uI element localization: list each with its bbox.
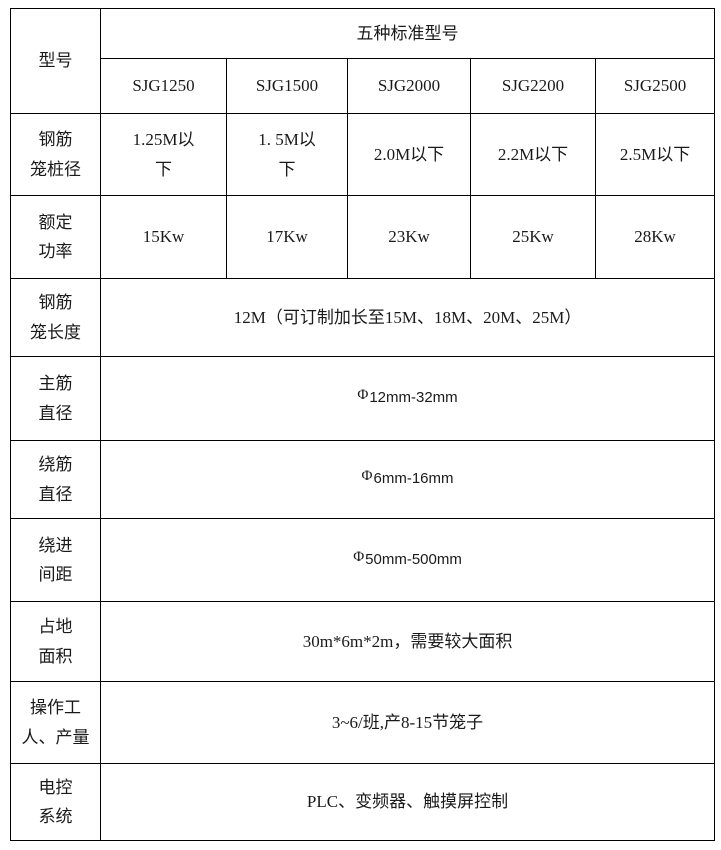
table-row-wrap-spacing: 绕进 间距 Φ50mm-500mm (10, 518, 716, 602)
pile-diameter-value-cell: 2.5M以下 (594, 113, 716, 196)
cage-length-label-cell: 钢筋 笼长度 (10, 278, 101, 357)
operators-output-value-cell: 3~6/班,产8-15节笼子 (99, 681, 716, 764)
main-bar-diameter-value-cell: Φ12mm-32mm (99, 356, 716, 441)
phi-symbol: Φ (353, 548, 365, 565)
wrap-bar-diameter-value: 6mm-16mm (373, 470, 454, 488)
rated-power-label-cell: 额定 功率 (10, 195, 101, 279)
wrap-spacing-value: 50mm-500mm (365, 550, 462, 568)
rated-power-value-cell: 17Kw (226, 195, 348, 279)
pile-diameter-value-cell: 1.25M以 下 (100, 113, 227, 196)
rated-power-value-cell: 25Kw (470, 195, 596, 279)
floor-area-label-cell: 占地 面积 (10, 601, 101, 682)
table-row-control-system: 电控 系统 PLC、变频器、触摸屏控制 (10, 763, 716, 841)
rated-power-value-cell: 28Kw (594, 195, 716, 279)
phi-symbol: Φ (357, 387, 369, 404)
table-row-cage-length: 钢筋 笼长度 12M（可订制加长至15M、18M、20M、25M） (10, 278, 716, 357)
main-bar-diameter-value: 12mm-32mm (369, 389, 458, 407)
pile-diameter-value-cell: 2.0M以下 (347, 113, 471, 196)
rated-power-value-cell: 15Kw (100, 195, 227, 279)
table-row-floor-area: 占地 面积 30m*6m*2m，需要较大面积 (10, 601, 716, 682)
pile-diameter-value-cell: 2.2M以下 (470, 113, 596, 196)
pile-diameter-label-cell: 钢筋 笼桩径 (10, 113, 101, 196)
spec-table-container: 型号 五种标准型号 SJG1250 SJG1500 SJG2000 SJG220… (10, 8, 716, 841)
wrap-spacing-label-cell: 绕进 间距 (10, 518, 101, 602)
model-name-cell-sjg1500: SJG1500 (226, 58, 348, 114)
models-group-header-cell: 五种标准型号 (99, 8, 716, 59)
model-name-cell-sjg2500: SJG2500 (594, 58, 716, 114)
model-name-cell-sjg1250: SJG1250 (100, 58, 227, 114)
cage-length-value-cell: 12M（可订制加长至15M、18M、20M、25M） (99, 278, 716, 357)
rated-power-value-cell: 23Kw (347, 195, 471, 279)
wrap-spacing-value-cell: Φ50mm-500mm (99, 518, 716, 602)
control-system-label-cell: 电控 系统 (10, 763, 101, 841)
table-row-pile-diameter: 钢筋 笼桩径 1.25M以 下 1. 5M以 下 2.0M以下 2.2M以下 2… (10, 113, 716, 196)
operators-output-label-cell: 操作工 人、产量 (10, 681, 101, 764)
table-row-rated-power: 额定 功率 15Kw 17Kw 23Kw 25Kw 28Kw (10, 195, 716, 279)
wrap-bar-diameter-label-cell: 绕筋 直径 (10, 440, 101, 519)
floor-area-value-cell: 30m*6m*2m，需要较大面积 (99, 601, 716, 682)
main-bar-diameter-label-cell: 主筋 直径 (10, 356, 101, 441)
wrap-bar-diameter-value-cell: Φ6mm-16mm (99, 440, 716, 519)
model-name-cell-sjg2000: SJG2000 (347, 58, 471, 114)
phi-symbol: Φ (361, 468, 373, 485)
table-row-wrap-bar-diameter: 绕筋 直径 Φ6mm-16mm (10, 440, 716, 519)
model-header-cell: 型号 (10, 8, 101, 114)
pile-diameter-value-cell: 1. 5M以 下 (226, 113, 348, 196)
control-system-value-cell: PLC、变频器、触摸屏控制 (99, 763, 716, 841)
table-row-operators-output: 操作工 人、产量 3~6/班,产8-15节笼子 (10, 681, 716, 764)
model-name-cell-sjg2200: SJG2200 (470, 58, 596, 114)
product-spec-table: 型号 五种标准型号 SJG1250 SJG1500 SJG2000 SJG220… (10, 8, 716, 841)
table-row-main-bar-diameter: 主筋 直径 Φ12mm-32mm (10, 356, 716, 441)
